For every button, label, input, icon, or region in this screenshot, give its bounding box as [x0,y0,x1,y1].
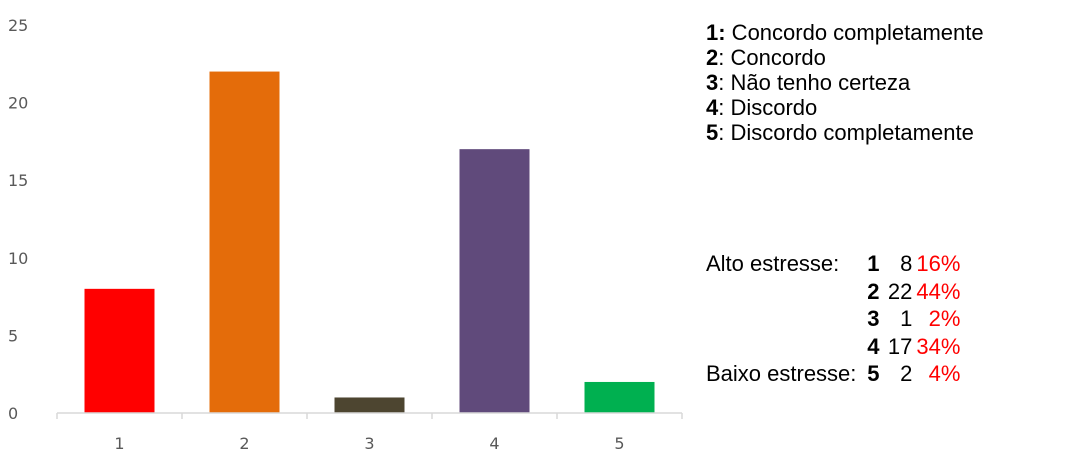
stats-code: 1 [867,251,880,276]
bar-4 [459,149,530,413]
legend-item-5: 5: Discordo completamente [706,120,984,145]
bars [84,71,655,413]
stats-code: 2 [867,278,880,304]
stats-percent: 4% [928,361,961,386]
legend-code: 2 [706,45,719,70]
stress-summary-table: Alto estresse: 1 8 16% 2 22 44% 3 1 2% 4… [706,250,960,388]
legend-label: Concordo completamente [725,20,984,45]
stats-code: 5 [867,361,880,386]
legend-code: 1: [706,20,726,45]
stats-row: Baixo estresse: 5 2 4% [706,360,960,388]
x-tick-label: 4 [489,434,499,452]
bar-2 [209,71,280,413]
y-axis-tick-labels: 0 5 10 15 20 25 [8,16,28,423]
stats-count: 22 [887,278,913,304]
stats-count: 1 [900,306,913,331]
bar-1 [84,288,155,413]
x-tick-label: 3 [364,434,374,452]
y-tick-label: 15 [8,171,28,190]
y-tick-label: 5 [8,326,18,345]
stats-group [706,278,864,306]
legend-item-1: 1: Concordo completamente [706,20,984,45]
x-tick-label: 2 [239,434,249,452]
legend-label: : Discordo completamente [718,120,974,145]
stats-group [706,305,864,333]
stats-count: 17 [887,333,913,359]
x-tick-label: 5 [614,434,624,452]
stats-group: Alto estresse: [706,251,840,276]
bar-5 [584,381,655,413]
x-axis-tick-labels: 1 2 3 4 5 [114,434,624,452]
legend: 1: Concordo completamente 2: Concordo 3:… [706,20,984,145]
stats-row: 2 22 44% [706,278,960,306]
legend-label: : Não tenho certeza [718,70,911,95]
x-axis-ticks [56,413,683,419]
stats-percent: 44% [916,278,961,304]
y-tick-label: 25 [8,16,28,35]
stats-group: Baixo estresse: [706,361,857,386]
y-tick-label: 20 [8,94,28,113]
legend-item-3: 3: Não tenho certeza [706,70,984,95]
legend-code: 5 [706,120,719,145]
legend-label: : Discordo [718,95,818,120]
stats-row: Alto estresse: 1 8 16% [706,250,960,278]
stats-count: 8 [900,251,913,276]
stats-row: 4 17 34% [706,333,960,361]
legend-code: 3 [706,70,719,95]
stats-percent: 34% [916,333,961,359]
x-tick-label: 1 [114,434,124,452]
y-tick-label: 0 [8,404,18,423]
bar-chart: 0 5 10 15 20 25 1 2 3 4 5 [8,16,683,452]
stats-code: 4 [867,333,880,359]
legend-label: : Concordo [718,45,826,70]
legend-code: 4 [706,95,719,120]
bar-3 [334,397,405,413]
stats-count: 2 [900,361,913,386]
y-tick-label: 10 [8,249,28,268]
legend-item-2: 2: Concordo [706,45,984,70]
stats-code: 3 [867,306,880,331]
stats-percent: 2% [928,306,961,331]
legend-item-4: 4: Discordo [706,95,984,120]
stats-row: 3 1 2% [706,305,960,333]
stats-group [706,333,864,361]
stats-percent: 16% [916,251,961,276]
